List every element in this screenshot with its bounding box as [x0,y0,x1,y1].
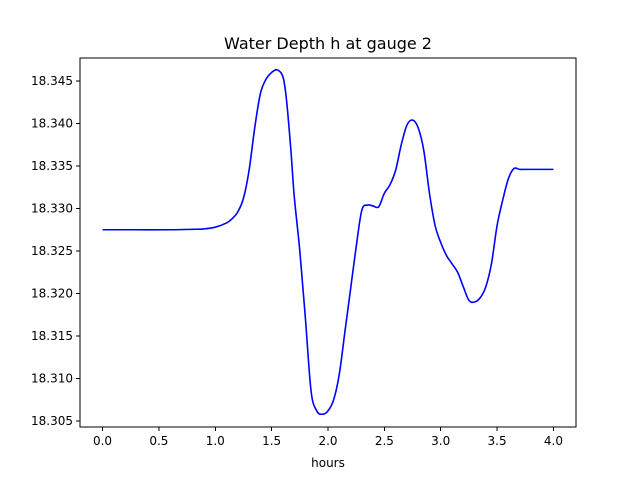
y-tick-label: 18.310 [31,372,73,386]
y-tick-label: 18.330 [31,201,73,215]
axis-ticks: 0.0 0.5 1.0 1.5 2.0 2.5 3.0 3.5 4.0 18.305 18.310 1… [31,74,563,448]
series-line [102,68,554,416]
x-tick-label: 0.5 [149,434,168,448]
x-tick-label: 3.0 [431,434,450,448]
x-tick-label: 1.0 [206,434,225,448]
y-tick-label: 18.315 [31,329,73,343]
x-axis-label: hours [311,456,345,470]
y-tick-label: 18.335 [31,159,73,173]
x-tick-label: 3.5 [488,434,507,448]
x-tick-label: 1.5 [262,434,281,448]
x-tick-label: 2.5 [375,434,394,448]
axes-frame [79,57,577,428]
y-tick-label: 18.320 [31,287,73,301]
x-tick-label: 0.0 [93,434,112,448]
y-tick-label: 18.340 [31,116,73,130]
chart-title: Water Depth h at gauge 2 [224,34,432,53]
y-tick-label: 18.345 [31,74,73,88]
x-tick-label: 2.0 [318,434,337,448]
y-tick-label: 18.325 [31,244,73,258]
y-tick-label: 18.305 [31,414,73,428]
x-tick-label: 4.0 [544,434,563,448]
plot-area [102,68,554,416]
